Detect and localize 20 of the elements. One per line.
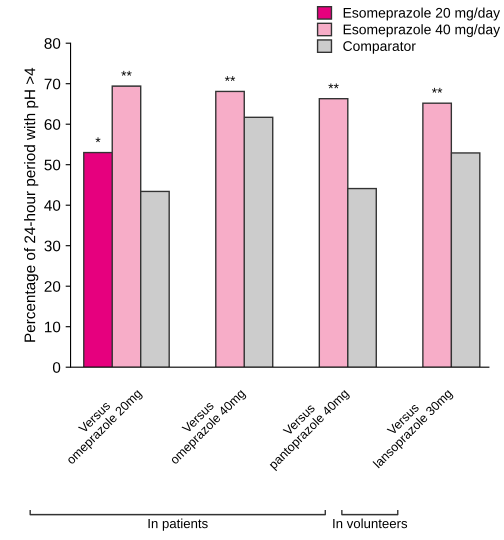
y-tick-label: 80: [44, 38, 60, 49]
legend-label: Comparator: [343, 41, 416, 54]
text: In volunteers: [333, 518, 408, 528]
legend-label: Esomeprazole 20 mg/day: [344, 8, 500, 20]
y-tick-label: 70: [44, 78, 60, 90]
legend-label: Esomeprazole 40 mg/day: [344, 24, 500, 38]
y-tick-label: 60: [44, 119, 60, 130]
y-tick-label: 10: [45, 322, 60, 332]
annotation: *: [96, 137, 100, 142]
y-tick-label: 0: [52, 362, 60, 373]
annotation: **: [432, 88, 442, 93]
y-tick-label: 40: [44, 200, 60, 211]
y-tick-label: 30: [44, 240, 60, 252]
y-tick-label: 50: [44, 160, 60, 170]
y-axis-title: Percentage of 24-hour period with pH >4: [24, 68, 38, 342]
annotation: **: [328, 83, 339, 88]
text: In patients: [148, 518, 208, 531]
annotation: **: [224, 76, 236, 82]
y-tick-label: 20: [44, 281, 60, 292]
annotation: **: [121, 70, 132, 76]
